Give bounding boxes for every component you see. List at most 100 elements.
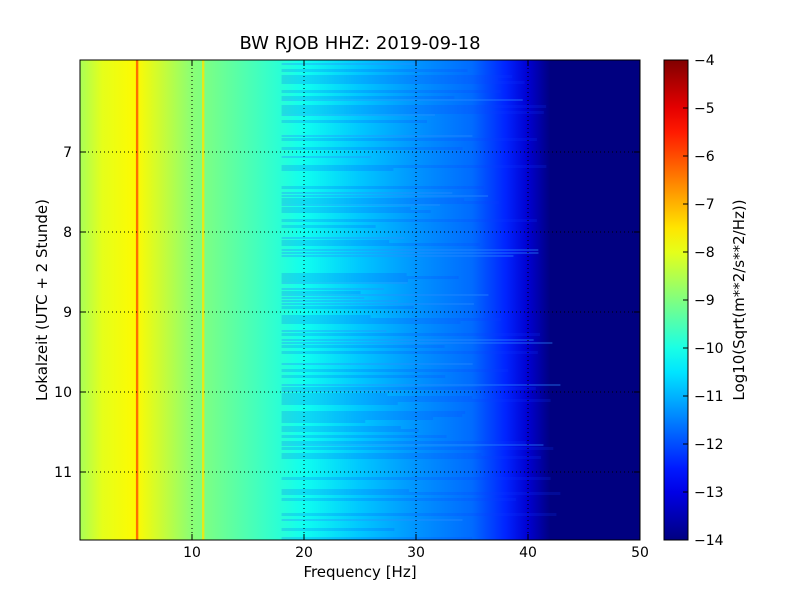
y-axis: 7 8 9 10 11	[54, 145, 640, 481]
spectrogram-band	[281, 210, 431, 213]
spectrogram-band	[281, 303, 474, 305]
spectrogram-band	[281, 273, 407, 276]
spectrogram-band	[281, 528, 395, 531]
spectrogram-band	[281, 120, 427, 123]
y-tick-label: 11	[54, 465, 72, 481]
spectrogram-band	[281, 300, 398, 302]
spectrogram-band	[281, 75, 513, 78]
spectrogram-band	[281, 282, 408, 284]
spectrogram-band	[281, 69, 468, 72]
spectrogram-band	[281, 198, 465, 201]
spectrogram-band	[281, 96, 455, 99]
spectrogram-band	[281, 411, 466, 414]
colorbar-tick-label: −9	[694, 293, 715, 309]
spectrogram-band	[281, 447, 554, 450]
spectrogram-band	[281, 342, 553, 344]
spectrogram-band	[281, 330, 387, 332]
spectrogram-band	[281, 288, 384, 290]
spectrogram-band	[281, 252, 539, 254]
x-tick-label: 10	[183, 545, 201, 561]
grid-lines	[80, 60, 640, 540]
spectrogram-band	[281, 156, 372, 158]
spectrogram-band	[281, 345, 445, 348]
spectrogram-band	[281, 444, 544, 446]
y-tick-label: 8	[63, 225, 72, 241]
colorbar-tick-label: −5	[694, 101, 715, 117]
spectrogram-band	[281, 201, 499, 204]
spectrogram-band	[281, 294, 489, 296]
spectrogram-band	[281, 477, 551, 480]
spectrogram-band	[281, 240, 390, 243]
spectrogram-band	[281, 513, 557, 516]
x-axis: 10 20 30 40 50	[183, 60, 649, 561]
spectrogram-band	[281, 276, 459, 279]
spectrogram-band	[281, 243, 480, 246]
spectrogram-band	[281, 90, 501, 93]
y-tick-label: 9	[63, 305, 72, 321]
colorbar-tick-label: −12	[694, 437, 724, 453]
chart-title: BW RJOB HHZ: 2019-09-18	[239, 33, 480, 54]
spectrogram-band	[281, 99, 523, 101]
spectrogram-band	[281, 279, 408, 282]
colorbar-axis: −4 −5 −6 −7 −8 −9 −10 −11 −12 −13 −14	[683, 53, 724, 549]
colorbar-label: Log10(Sqrt(m**2/s**2/Hz))	[730, 199, 748, 400]
colorbar-tick-label: −8	[694, 245, 715, 261]
spectrogram-band	[281, 165, 547, 168]
spectrogram-band	[281, 306, 414, 309]
spectral-line	[135, 60, 139, 540]
spectrogram-band	[281, 168, 394, 171]
spectrogram-band	[281, 186, 484, 189]
colorbar-tick-label: −11	[694, 389, 724, 405]
x-tick-label: 40	[519, 545, 537, 561]
plot-area	[80, 60, 640, 540]
y-axis-label: Lokalzeit (UTC + 2 Stunde)	[33, 199, 51, 401]
spectrogram-band	[281, 390, 401, 392]
spectrogram-image	[80, 60, 640, 540]
spectrogram-band	[281, 417, 434, 420]
spectrogram-band	[281, 135, 473, 137]
colorbar-tick-label: −6	[694, 149, 715, 165]
spectrogram-band	[281, 63, 419, 65]
spectrogram-band	[281, 81, 525, 84]
colorbar-tick-label: −10	[694, 341, 724, 357]
spectrogram-band	[281, 315, 371, 318]
spectrogram-band	[281, 519, 463, 521]
spectrogram-band	[281, 396, 473, 399]
spectrogram-band	[281, 387, 536, 390]
spectrogram-band	[281, 375, 446, 378]
spectrogram-bands	[281, 63, 561, 540]
spectrogram-band	[281, 339, 534, 341]
colorbar-tick-label: −7	[694, 197, 715, 213]
spectrogram-band	[281, 456, 542, 459]
x-tick-label: 50	[631, 545, 649, 561]
spectrogram-band	[281, 114, 436, 116]
spectrogram-band	[281, 108, 490, 111]
spectrogram-band	[281, 237, 405, 239]
spectrogram-band	[281, 147, 463, 150]
spectrogram-band	[281, 192, 453, 194]
spectrogram-band	[281, 207, 411, 210]
spectrogram-band	[281, 195, 489, 197]
colorbar-tick-label: −13	[694, 485, 724, 501]
spectrogram-band	[281, 318, 502, 321]
spectrogram-band	[281, 297, 365, 299]
spectrogram-band	[281, 429, 419, 432]
y-tick-label: 7	[63, 145, 72, 161]
spectrogram-band	[281, 321, 461, 324]
spectrogram-band	[281, 414, 463, 417]
spectral-line	[202, 60, 205, 540]
spectrogram-band	[281, 384, 561, 386]
x-axis-label: Frequency [Hz]	[303, 563, 416, 581]
spectrogram-band	[281, 420, 366, 423]
spectrogram-band	[281, 204, 440, 206]
spectrogram-band	[281, 369, 509, 372]
spectrogram-band	[281, 489, 410, 492]
plot-frame	[79, 59, 641, 541]
spectrogram-band	[281, 225, 376, 228]
spectrogram-band	[281, 291, 361, 294]
spectrogram-band	[281, 435, 447, 438]
spectrogram-band	[281, 249, 539, 251]
spectral-lines	[135, 60, 205, 540]
x-tick-label: 30	[407, 545, 425, 561]
